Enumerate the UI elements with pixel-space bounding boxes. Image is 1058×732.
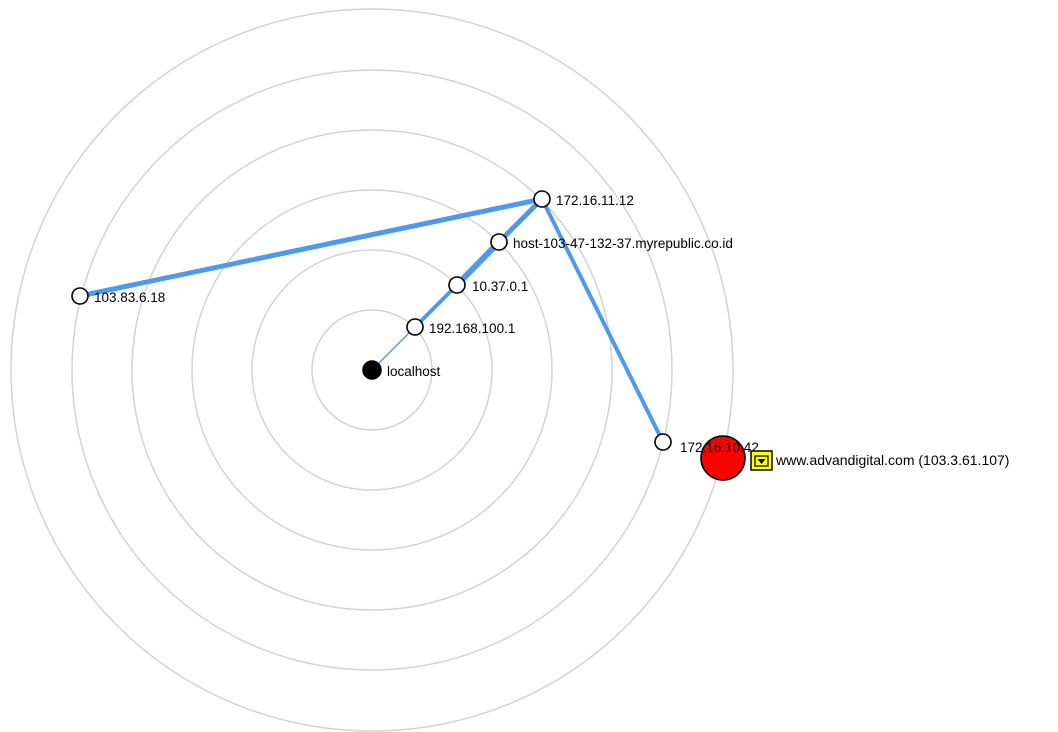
ring-1: [311, 309, 433, 431]
hop-node-myrepublic[interactable]: [490, 233, 508, 251]
link-localhost-hop1: [371, 326, 416, 371]
filtered-port-icon: [750, 450, 773, 471]
hop2-label: 10.37.0.1: [472, 279, 528, 294]
localhost-label: localhost: [387, 364, 441, 379]
link-hop2-hop3: [454, 239, 502, 288]
distance-rings: [10, 8, 734, 732]
hop-node-10-37-0-1[interactable]: [448, 276, 466, 294]
labels: localhost 192.168.100.1 10.37.0.1 host-1…: [94, 193, 759, 455]
target-label: www.advandigital.com (103.3.61.107): [775, 452, 1009, 468]
link-hop4-hop6: [540, 197, 665, 444]
hop5-label: 103.83.6.18: [94, 290, 165, 305]
hop1-label: 192.168.100.1: [429, 321, 515, 336]
ring-5: [71, 69, 673, 671]
link-hop1-hop2: [413, 283, 459, 329]
ring-4: [131, 129, 613, 611]
target-host[interactable]: [700, 435, 746, 481]
links: [77, 196, 665, 444]
ring-3: [191, 189, 553, 551]
hop-node-172-16-10-42[interactable]: [654, 433, 672, 451]
ring-6: [10, 8, 734, 732]
link-hop3-hop4: [496, 196, 545, 245]
ring-2: [251, 249, 493, 491]
hop4-label: 172.16.11.12: [556, 193, 634, 208]
hop6-label: 172.16.10.42: [680, 440, 759, 455]
hop-node-103-83-6-18[interactable]: [71, 287, 89, 305]
hop3-label: host-103-47-132-37.myrepublic.co.id: [513, 236, 733, 251]
nodes: [71, 190, 672, 451]
hop-node-172-16-11-12[interactable]: [533, 190, 551, 208]
localhost-node[interactable]: [362, 360, 382, 380]
link-hop4-hop5: [77, 196, 545, 299]
target-node[interactable]: [700, 435, 746, 481]
hop-node-192-168-100-1[interactable]: [406, 318, 424, 336]
